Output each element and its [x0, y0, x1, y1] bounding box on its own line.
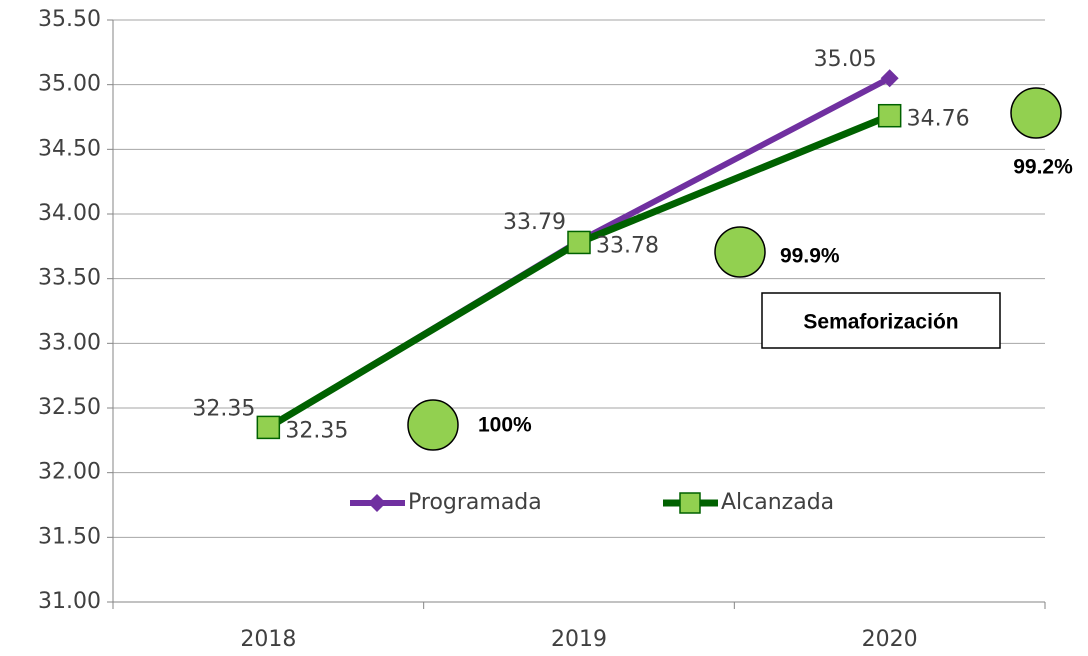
legend-marker: [368, 494, 386, 512]
legend-marker: [679, 492, 701, 514]
y-tick-label: 31.00: [38, 589, 101, 614]
y-tick-label: 33.50: [38, 266, 101, 291]
y-tick-label: 32.50: [38, 395, 101, 420]
annotation: 100%: [478, 414, 532, 437]
y-tick-label: 35.50: [38, 7, 101, 32]
status-circle: [1010, 87, 1062, 139]
plot: 31.00 31.50 32.00 32.50 33.00 33.50 34.00 34.50…: [38, 7, 1046, 652]
status-circle: [407, 399, 459, 451]
x-tick-label: 2018: [240, 627, 296, 652]
x-tick-label: 2020: [862, 627, 918, 652]
marker: [567, 230, 591, 255]
data-label: 32.35: [192, 396, 255, 421]
data-label: 33.79: [503, 210, 566, 235]
annotation: 99.2%: [1013, 156, 1073, 179]
marker: [877, 103, 902, 128]
y-tick-label: 34.00: [38, 201, 101, 226]
annotation: Semaforización: [803, 311, 958, 334]
y-tick-label: 34.50: [38, 136, 101, 161]
legend-label: Alcanzada: [721, 490, 834, 515]
legend-label: Programada: [408, 490, 542, 515]
y-tick-label: 32.00: [38, 460, 101, 485]
data-label: 35.05: [814, 47, 877, 72]
y-tick-label: 33.00: [38, 330, 101, 355]
status-circle: [714, 226, 766, 278]
x-tick-label: 2019: [551, 627, 607, 652]
marker: [256, 415, 281, 440]
data-label: 34.76: [907, 107, 970, 132]
data-label: 32.35: [285, 418, 348, 443]
marker: [880, 69, 899, 88]
annotation: 99.9%: [780, 245, 840, 268]
y-tick-label: 35.00: [38, 72, 101, 97]
series-line: [266, 112, 891, 431]
y-tick-label: 31.50: [38, 524, 101, 549]
data-label: 33.78: [596, 233, 659, 258]
annotation-box: [761, 292, 1001, 349]
